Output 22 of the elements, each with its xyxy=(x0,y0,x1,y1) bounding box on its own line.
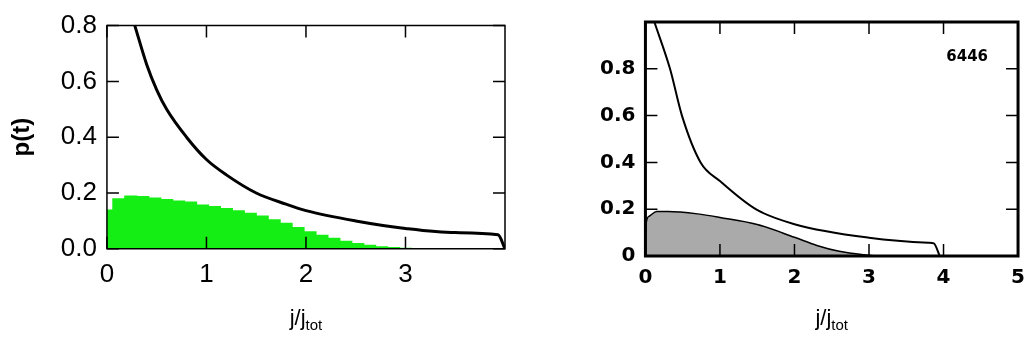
y-tick-label: 0.2 xyxy=(599,195,636,220)
x-tick-label: 1 xyxy=(712,264,727,289)
y-tick-label: 0.4 xyxy=(599,148,636,173)
y-tick-label: 0.4 xyxy=(60,120,97,151)
y-tick-label: 0.2 xyxy=(60,176,97,207)
x-axis-title: j/j$_{tot}$ xyxy=(815,305,849,334)
x-tick-label: 5 xyxy=(1011,264,1025,289)
x-tick-label: 0 xyxy=(638,264,653,289)
x-tick-label: 2 xyxy=(298,257,314,288)
y-tick-label: 0.6 xyxy=(60,64,97,95)
x-tick-label: 3 xyxy=(862,264,876,289)
y-tick-label: 0.8 xyxy=(599,55,636,79)
y-tick-label: 0.8 xyxy=(60,8,97,39)
y-axis-title: p(t) xyxy=(7,117,35,157)
y-tick-label: 0.0 xyxy=(60,231,97,262)
x-tick-label: 4 xyxy=(936,264,951,289)
x-axis-title: j/j$_{tot}$ xyxy=(289,305,323,334)
x-tick-label: 3 xyxy=(398,257,413,288)
annotation: 6446 xyxy=(946,47,989,66)
x-tick-label: 1 xyxy=(199,257,214,288)
y-tick-label: 0.6 xyxy=(599,101,636,126)
x-tick-label: 2 xyxy=(787,264,802,289)
